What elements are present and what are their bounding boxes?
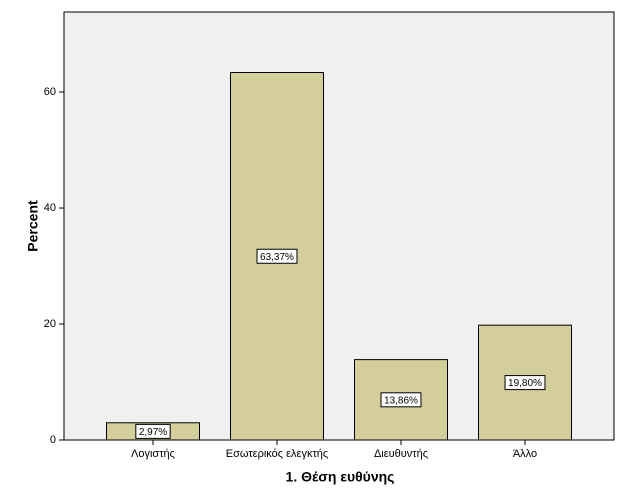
x-tick-label: Λογιστής — [131, 448, 175, 460]
y-tick-label: 60 — [44, 86, 56, 98]
value-label-box — [380, 392, 422, 408]
value-label: 2,97% — [139, 427, 167, 438]
y-axis-title: Percent — [25, 200, 41, 252]
x-tick-label: Διευθυντής — [374, 448, 428, 460]
value-label-box — [504, 375, 546, 391]
value-label: 63,37% — [260, 252, 294, 263]
y-tick-label: 0 — [50, 434, 56, 446]
x-axis-title: 1. Θέση ευθύνης — [286, 469, 395, 485]
value-label: 19,80% — [508, 378, 542, 389]
y-tick-label: 40 — [44, 202, 56, 214]
x-tick-label: Εσωτερικός ελεγκτής — [226, 448, 328, 460]
value-label-box — [135, 423, 171, 439]
x-tick-label: Άλλο — [513, 448, 537, 460]
value-label: 13,86% — [384, 395, 418, 406]
y-tick-label: 20 — [44, 318, 56, 330]
value-label-box — [256, 248, 298, 264]
